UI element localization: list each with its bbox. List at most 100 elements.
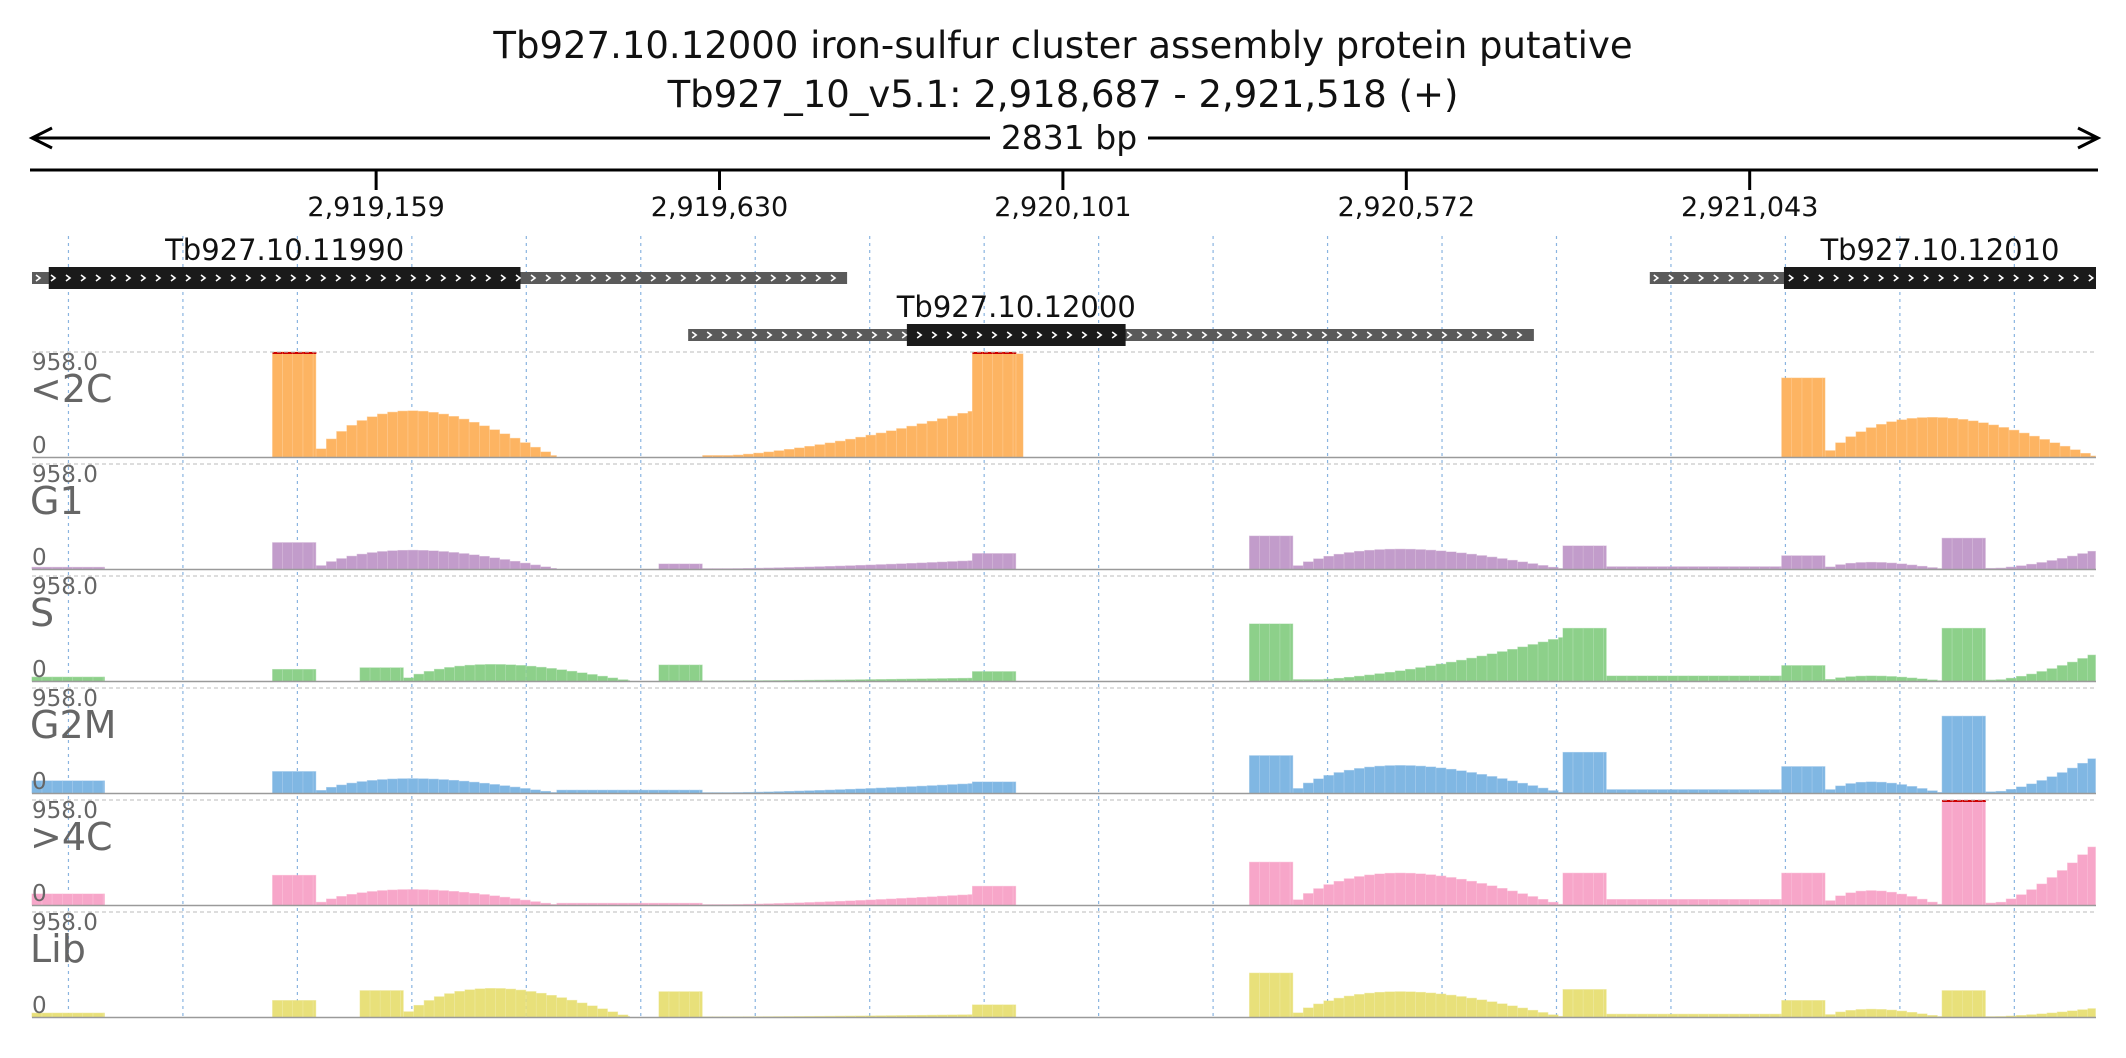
coverage-bar [1738, 789, 1750, 794]
coverage-bar [1941, 799, 1953, 906]
coverage-bar [937, 418, 948, 458]
coverage-bar [2056, 665, 2068, 682]
coverage-bar [2067, 661, 2078, 682]
coverage-bar [638, 789, 649, 794]
coverage-bar [72, 676, 83, 682]
coverage-bar [1456, 996, 1467, 1018]
coverage-bar [1791, 377, 1803, 458]
coverage-bar [1927, 417, 1938, 458]
coverage-bar [1835, 1011, 1846, 1018]
coverage-bar [1982, 799, 1986, 906]
coverage-bar [1562, 627, 1574, 682]
coverage-bar [397, 549, 409, 570]
coverage-bar [458, 891, 470, 906]
coverage-track: 958.0G1 0 [30, 462, 2096, 571]
coverage-bar [885, 430, 897, 458]
coverage-bar [926, 562, 938, 570]
coverage-bar [536, 666, 547, 682]
coverage-bar [312, 1000, 317, 1018]
coverage-bar [400, 990, 404, 1018]
coverage-bar [2026, 563, 2037, 570]
coverage-bar [1769, 789, 1781, 794]
coverage-bar [906, 786, 917, 794]
coverage-bar [366, 552, 378, 570]
coverage-bar [509, 437, 521, 458]
coverage-bar [926, 420, 938, 458]
gene-cds [1783, 267, 2096, 289]
coverage-bar [1657, 566, 1668, 570]
coverage-bar [947, 678, 958, 682]
coverage-bar [1517, 782, 1528, 794]
span-arrow-right-head [2077, 126, 2102, 150]
coverage-bar [1249, 755, 1260, 794]
coverage-bar [1896, 419, 1908, 458]
coverage-bar [1718, 1013, 1730, 1018]
coverage-bar [1425, 665, 1437, 682]
coverage-bar [82, 1012, 94, 1018]
coverage-bar [2036, 780, 2048, 794]
coverage-bar [658, 991, 670, 1018]
coverage-bar [1517, 646, 1528, 682]
coverage-bar [1002, 553, 1014, 570]
track-ymax-label: 958.0 [32, 574, 98, 600]
coverage-bar [356, 553, 368, 570]
coverage-bar [824, 901, 836, 906]
coverage-bar [2087, 846, 2096, 906]
coverage-bar [1486, 776, 1498, 794]
coverage-bar [1801, 377, 1813, 458]
coverage-bar [2039, 439, 2050, 458]
coverage-bar [1476, 999, 1488, 1018]
coverage-bar [1865, 890, 1877, 906]
coverage-bar [1657, 1013, 1668, 1018]
coverage-bar [1289, 972, 1294, 1018]
coverage-bar [2056, 558, 2068, 570]
coverage-bar [1811, 555, 1823, 570]
coverage-bar [678, 991, 690, 1018]
coverage-bar [1865, 1008, 1877, 1018]
coverage-bar [1906, 1012, 1918, 1018]
coverage-bar [272, 668, 283, 682]
coverage-bar [326, 561, 337, 570]
coverage-bar [1456, 659, 1467, 682]
coverage-bar [315, 901, 327, 906]
track-ymin-label: 0 [32, 657, 47, 683]
coverage-bar [668, 789, 680, 794]
coverage-bar [302, 874, 314, 906]
coverage-bar [1845, 1010, 1857, 1018]
coverage-bar [896, 786, 907, 794]
coverage-bar [1876, 890, 1887, 906]
coverage-bar [1384, 765, 1396, 794]
coverage-bar [1435, 875, 1447, 906]
coverage-bar [1425, 874, 1437, 906]
coverage-bar [2056, 1011, 2068, 1018]
coverage-bar [1759, 675, 1771, 682]
coverage-bar [658, 789, 670, 794]
coverage-bar [1972, 799, 1983, 906]
coverage-bar [1343, 995, 1355, 1018]
coverage-bar [1667, 1013, 1679, 1018]
coverage-bar [1822, 766, 1826, 794]
coverage-bar [926, 785, 938, 794]
coverage-bar [845, 900, 856, 906]
coverage-bar [1647, 566, 1658, 570]
coverage-bar [1801, 555, 1813, 570]
coverage-bar [937, 895, 948, 906]
coverage-bar [982, 351, 993, 458]
coverage-bar [658, 664, 670, 682]
coverage-bar [1779, 675, 1782, 682]
coverage-bar [1343, 878, 1355, 906]
coverage-bar [967, 894, 973, 906]
coverage-bar [1354, 675, 1365, 682]
coverage-bar [814, 790, 826, 794]
coverage-bar [1558, 637, 1563, 682]
coverage-bar [947, 784, 958, 794]
coverage-bar [678, 664, 690, 682]
coverage-bar [1876, 781, 1887, 794]
coverage-bar [423, 671, 435, 682]
coverage-bar [82, 780, 94, 794]
coverage-bar [1364, 766, 1375, 794]
coverage-bar [1374, 765, 1386, 794]
coverage-bar [1606, 1013, 1617, 1018]
coverage-bar [1855, 431, 1867, 458]
coverage-bar [1791, 665, 1803, 682]
